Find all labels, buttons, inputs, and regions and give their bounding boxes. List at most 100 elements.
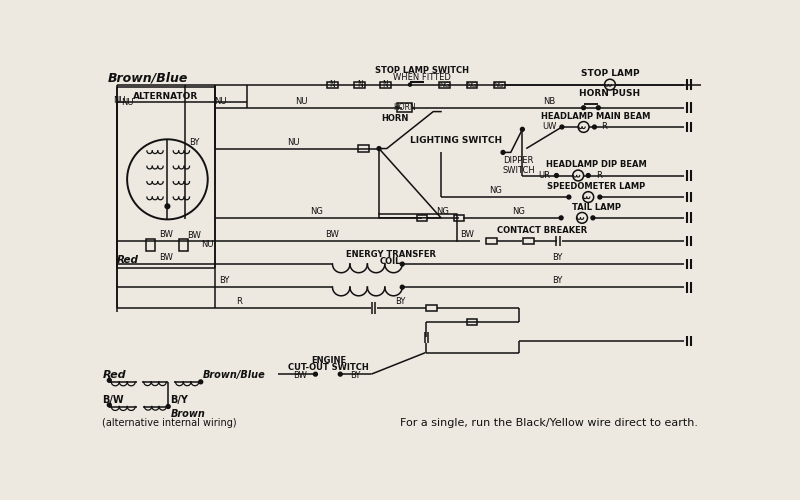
Bar (358, 146, 369, 152)
Circle shape (377, 146, 381, 150)
Text: CUT-OUT SWITCH: CUT-OUT SWITCH (288, 364, 369, 372)
Circle shape (165, 204, 170, 208)
Circle shape (107, 378, 111, 382)
Bar (494, 82, 505, 87)
Text: NG: NG (439, 82, 450, 87)
Text: SPEEDOMETER LAMP: SPEEDOMETER LAMP (547, 182, 645, 191)
Text: NU: NU (121, 98, 134, 107)
Text: BY: BY (219, 276, 229, 285)
Text: BY: BY (552, 276, 562, 285)
Bar (354, 82, 365, 87)
Text: NG: NG (512, 207, 525, 216)
Circle shape (586, 174, 590, 178)
Text: BW: BW (159, 230, 173, 239)
Text: N: N (330, 80, 335, 89)
Text: COIL: COIL (380, 257, 402, 266)
Bar (466, 318, 478, 325)
Text: BY: BY (552, 254, 562, 262)
Text: HEADLAMP DIP BEAM: HEADLAMP DIP BEAM (546, 160, 646, 169)
Text: ENGINE: ENGINE (311, 356, 346, 365)
Text: R: R (596, 171, 602, 180)
Circle shape (598, 195, 602, 199)
Text: BW: BW (159, 254, 173, 262)
Text: BW: BW (188, 231, 202, 240)
Bar (426, 305, 437, 311)
Circle shape (567, 195, 571, 199)
Text: ENERGY TRANSFER: ENERGY TRANSFER (346, 250, 436, 260)
Bar (327, 82, 338, 87)
Text: BY: BY (350, 371, 361, 380)
Text: NG: NG (310, 207, 323, 216)
Text: For a single, run the Black/Yellow wire direct to earth.: For a single, run the Black/Yellow wire … (401, 418, 698, 428)
Circle shape (409, 83, 411, 86)
Text: B/W: B/W (102, 394, 124, 404)
Bar (146, 238, 155, 251)
Text: STOP LAMP SWITCH: STOP LAMP SWITCH (374, 66, 469, 76)
Text: NU: NU (214, 97, 226, 106)
Bar (523, 238, 534, 244)
Text: NG: NG (436, 207, 449, 216)
Text: BY: BY (190, 138, 200, 147)
Text: HORN: HORN (381, 114, 408, 123)
Text: Brown/Blue: Brown/Blue (108, 72, 188, 85)
Text: R: R (602, 122, 607, 132)
Bar (454, 215, 464, 221)
Circle shape (338, 372, 342, 376)
Text: NG: NG (466, 82, 478, 87)
Circle shape (400, 262, 404, 266)
Text: N: N (382, 80, 388, 89)
Text: NB: NB (543, 97, 556, 106)
Text: LIGHTING SWITCH: LIGHTING SWITCH (410, 136, 502, 145)
Text: HEADLAMP MAIN BEAM: HEADLAMP MAIN BEAM (542, 112, 650, 120)
Text: WHEN FITTED: WHEN FITTED (393, 73, 450, 82)
Circle shape (559, 216, 563, 220)
Bar (486, 238, 497, 244)
Circle shape (593, 125, 596, 129)
Text: UW: UW (542, 122, 557, 132)
Text: HORN PUSH: HORN PUSH (579, 90, 641, 98)
Text: TAIL LAMP: TAIL LAMP (571, 202, 621, 211)
Text: NU: NU (113, 96, 126, 104)
Bar (380, 82, 390, 87)
Text: Red: Red (117, 255, 139, 265)
Text: UR: UR (538, 171, 550, 180)
Text: NG: NG (494, 82, 505, 87)
Text: CONTACT BREAKER: CONTACT BREAKER (497, 226, 587, 234)
Circle shape (314, 372, 318, 376)
Circle shape (521, 128, 524, 131)
Text: STOP LAMP: STOP LAMP (581, 70, 639, 78)
Circle shape (199, 380, 202, 384)
Text: BW: BW (461, 230, 474, 239)
Circle shape (560, 125, 564, 129)
Circle shape (501, 150, 505, 154)
Text: ALTERNATOR: ALTERNATOR (134, 92, 198, 100)
Text: BW: BW (293, 371, 307, 380)
Text: HORN: HORN (394, 103, 416, 112)
Text: R: R (237, 298, 242, 306)
Bar (439, 82, 450, 87)
Circle shape (166, 404, 170, 408)
Bar (466, 82, 478, 87)
Circle shape (582, 106, 586, 110)
Text: N: N (357, 80, 362, 89)
Bar (397, 103, 412, 113)
Bar (179, 238, 188, 251)
Text: Red: Red (102, 370, 126, 380)
Text: (alternative internal wiring): (alternative internal wiring) (102, 418, 237, 428)
Text: NU: NU (201, 240, 213, 250)
Text: B/Y: B/Y (170, 394, 189, 404)
Circle shape (554, 174, 558, 178)
Circle shape (591, 216, 595, 220)
Text: NU: NU (295, 97, 308, 106)
Text: BW: BW (326, 230, 339, 239)
Bar (417, 215, 426, 221)
Circle shape (400, 285, 404, 289)
Circle shape (596, 106, 600, 110)
Text: Brown: Brown (170, 409, 206, 419)
Text: BY: BY (395, 298, 406, 306)
Text: NU: NU (287, 138, 300, 147)
Text: Brown/Blue: Brown/Blue (203, 370, 266, 380)
Circle shape (107, 403, 111, 407)
Text: DIPPER
SWITCH: DIPPER SWITCH (502, 156, 535, 175)
Text: NG: NG (489, 186, 502, 196)
